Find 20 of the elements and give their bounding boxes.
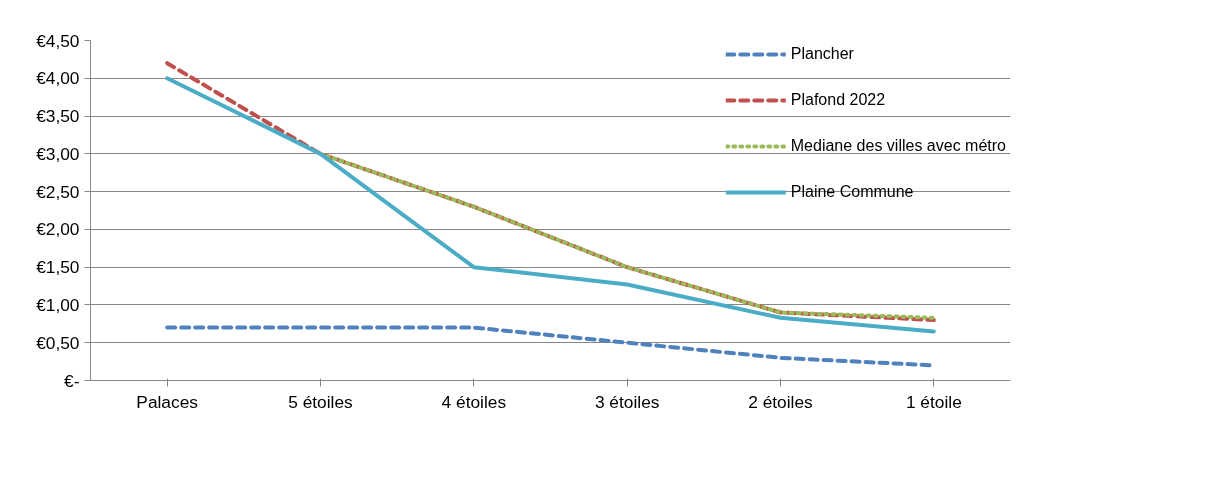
y-tick-label: €2,00 <box>36 219 80 240</box>
y-tick-label: €1,00 <box>36 294 80 315</box>
y-tick-label: €3,00 <box>36 143 80 164</box>
legend-label: Plafond 2022 <box>790 91 886 109</box>
y-tick-label: €0,50 <box>36 332 80 353</box>
legend-label: Plancher <box>790 45 854 63</box>
legend-label: Plaine Commune <box>790 183 914 201</box>
y-tick-label: €3,50 <box>36 106 80 127</box>
y-tick-label: €2,50 <box>36 181 80 202</box>
x-tick-label: 4 étoiles <box>441 391 507 412</box>
x-tick-label: Palaces <box>136 391 199 412</box>
y-tick-label: €4,00 <box>36 68 80 89</box>
x-tick-label: 5 étoiles <box>288 391 354 412</box>
y-tick-label: €4,50 <box>36 30 80 51</box>
legend-label: Mediane des villes avec métro <box>790 137 1006 155</box>
y-tick-label: €- <box>64 370 80 391</box>
x-tick-label: 2 étoiles <box>748 391 814 412</box>
y-tick-label: €1,50 <box>36 257 80 278</box>
x-tick-label: 3 étoiles <box>594 391 660 412</box>
x-tick-label: 1 étoile <box>905 391 962 412</box>
